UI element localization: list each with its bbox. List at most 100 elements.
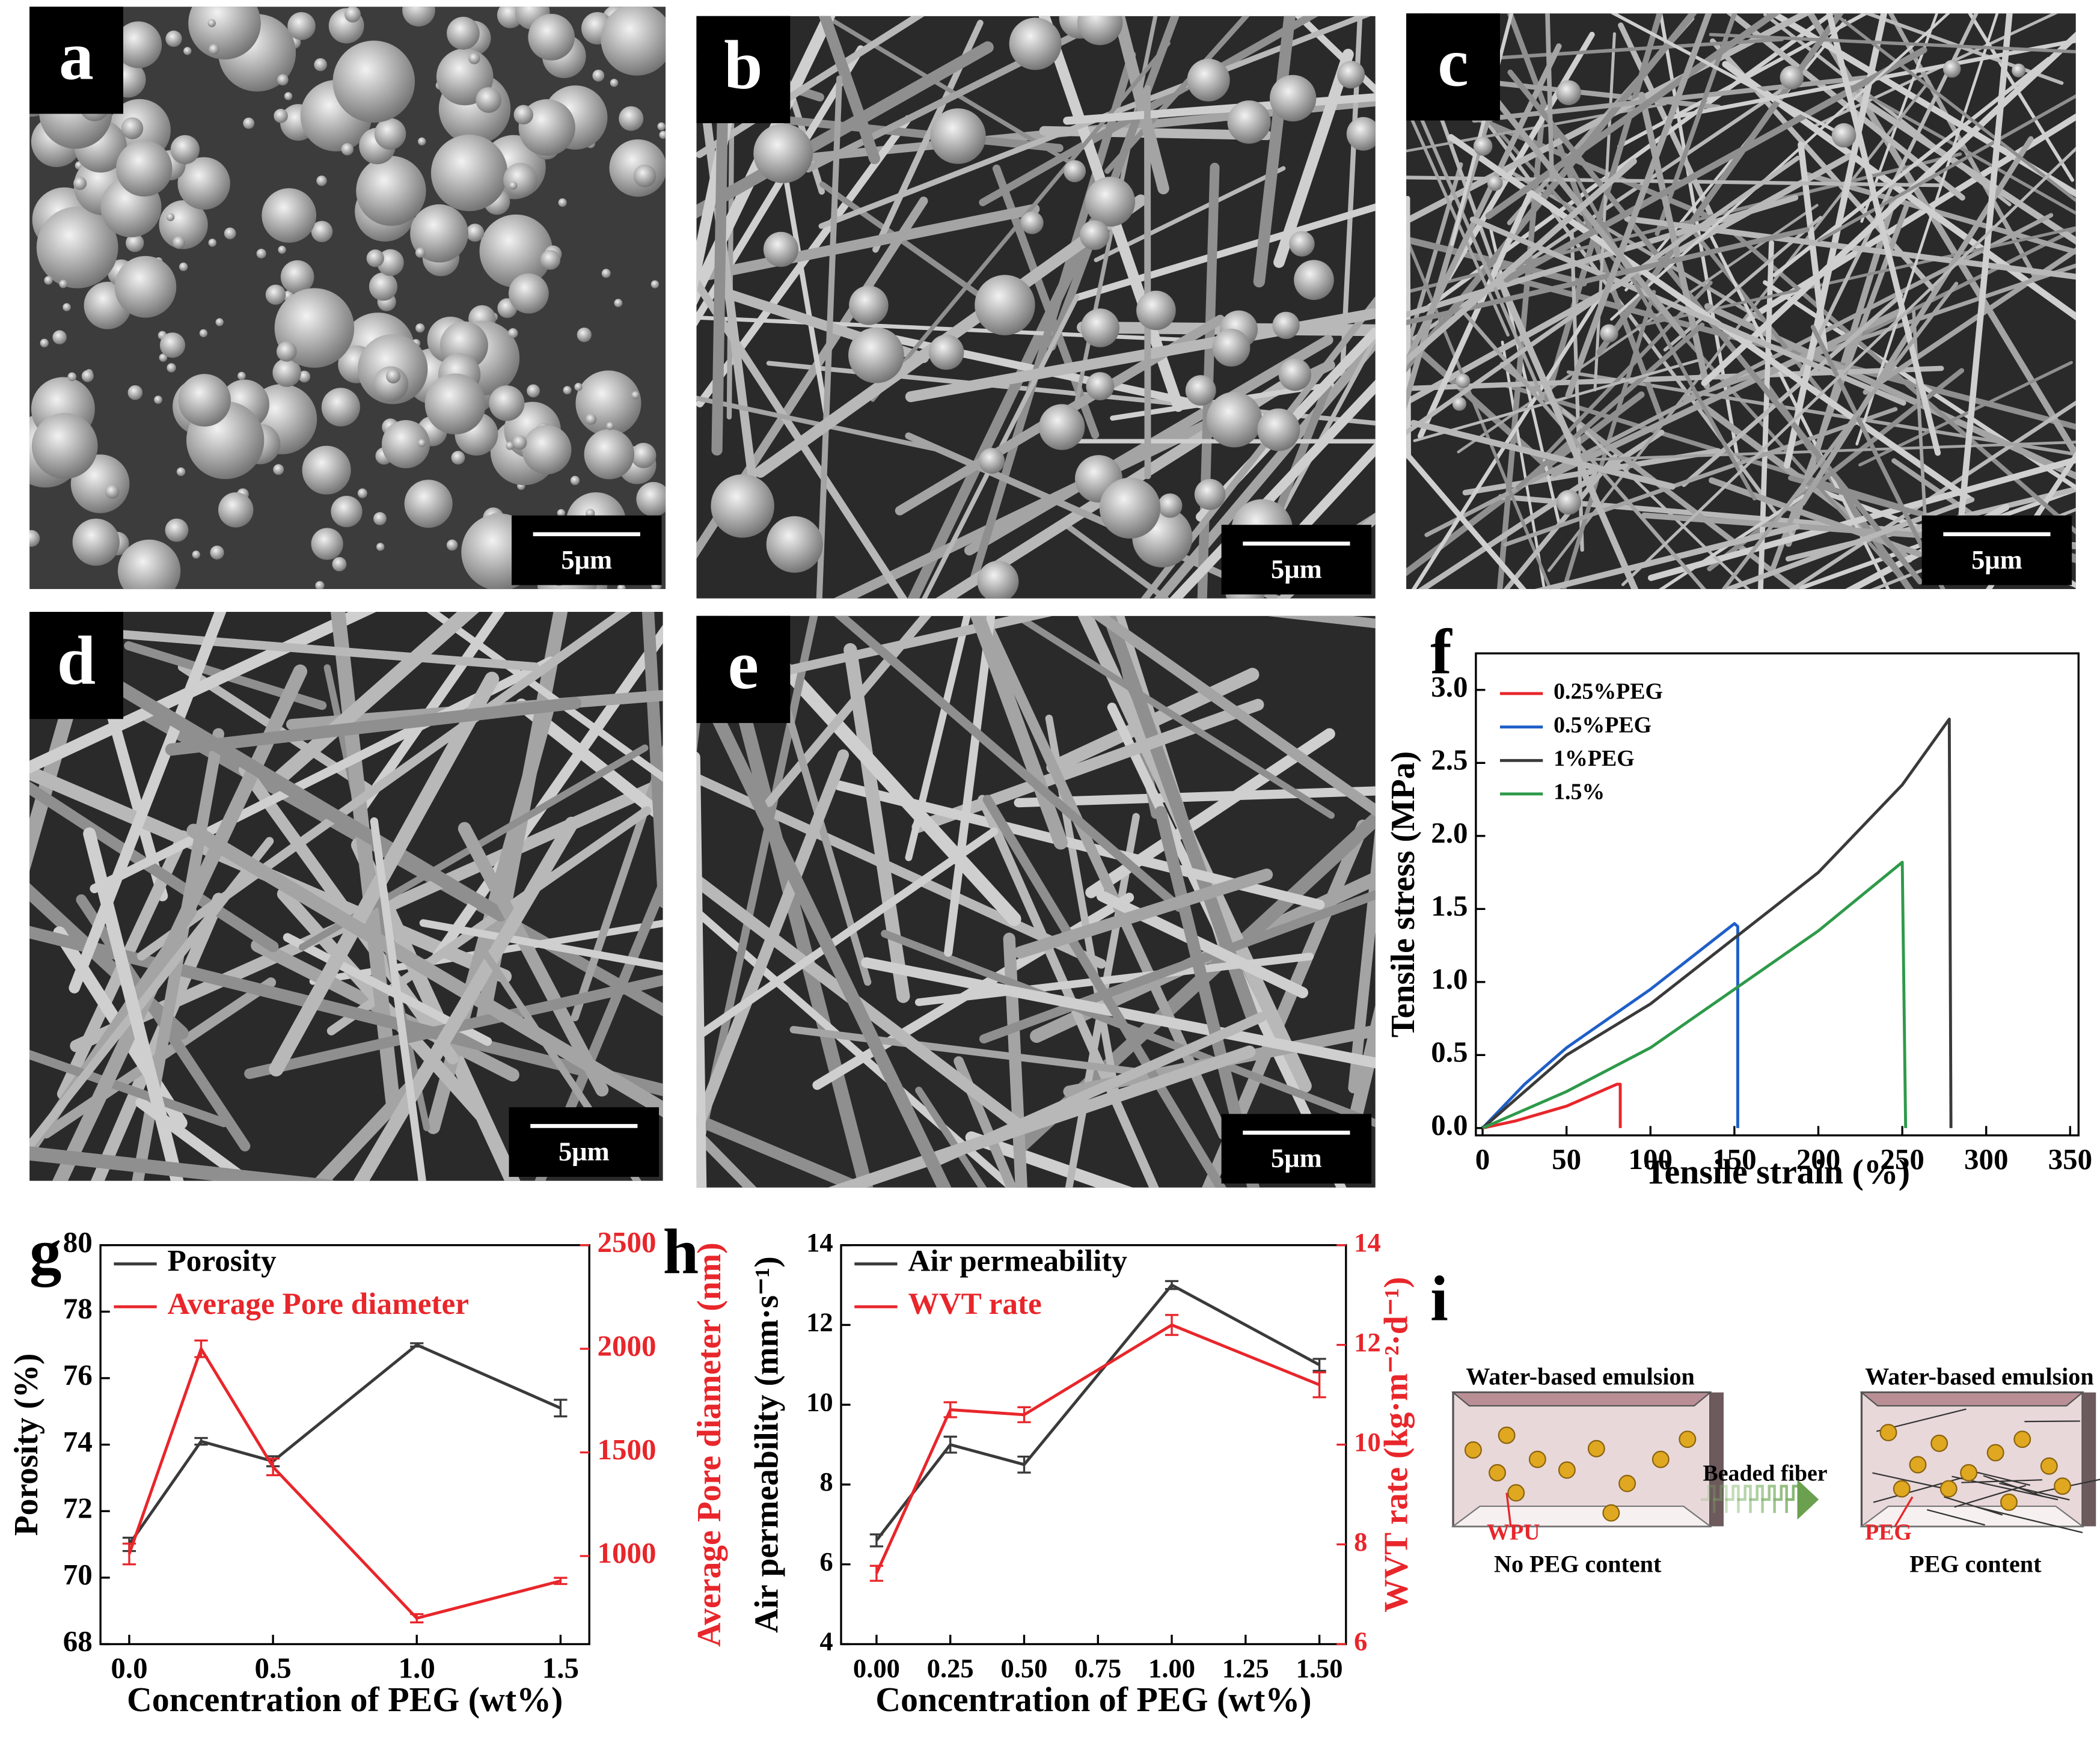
bead <box>274 109 288 123</box>
error-bar <box>410 1342 424 1348</box>
y2-tick-label: 1000 <box>598 1536 657 1569</box>
fiber <box>244 974 663 1079</box>
fiber <box>970 615 1068 850</box>
fiber <box>1503 407 1898 547</box>
bead <box>311 528 343 560</box>
fiber <box>1721 281 1959 590</box>
bead <box>332 557 347 572</box>
marker-label: PEG <box>1865 1520 1912 1545</box>
fiber <box>1406 176 1942 188</box>
fiber <box>641 612 663 908</box>
error-bar <box>410 1613 424 1623</box>
bead <box>224 227 236 240</box>
fiber <box>1418 429 1665 590</box>
x-tick-label: 0.5 <box>254 1651 291 1684</box>
y-tick-label: 70 <box>63 1558 93 1591</box>
fiber <box>1450 13 1514 246</box>
fiber <box>29 612 376 774</box>
y2-tick-label: 6 <box>1354 1626 1367 1656</box>
fiber <box>1664 38 2076 121</box>
fiber-strand <box>1944 1496 2003 1516</box>
bead <box>215 318 224 326</box>
fiber <box>1986 451 2076 590</box>
bead <box>1456 373 1471 388</box>
bead <box>1487 175 1503 191</box>
bead <box>1289 231 1315 257</box>
x-tick-label: 200 <box>1796 1143 1841 1176</box>
x-tick-label: 1.25 <box>1222 1653 1269 1683</box>
arrow-segment <box>1737 1485 1752 1513</box>
panel-label: c <box>1437 24 1468 101</box>
bead <box>121 117 144 139</box>
x-tick-label: 0.75 <box>1074 1653 1121 1683</box>
bead <box>81 370 94 382</box>
fiber <box>727 615 1021 926</box>
bead <box>404 480 453 528</box>
bead <box>1556 80 1581 105</box>
bead <box>1337 61 1365 89</box>
error-bar <box>194 1436 208 1446</box>
diagram-caption: PEG content <box>1909 1551 2042 1578</box>
pointer <box>1894 1496 1914 1527</box>
bead <box>356 156 426 226</box>
bead <box>617 584 626 590</box>
fiber <box>1855 13 1999 446</box>
fiber <box>1621 147 2076 587</box>
diagram-caption: No PEG content <box>1494 1551 1662 1578</box>
bead <box>636 481 666 517</box>
fiber <box>100 628 539 671</box>
bead <box>277 74 289 86</box>
y-tick-label: 1.5 <box>1431 890 1468 923</box>
series-line <box>1481 922 1739 1129</box>
fiber <box>1593 32 1616 392</box>
peg-bead <box>1879 1424 1897 1442</box>
bead <box>170 135 200 165</box>
error-bar <box>1165 1314 1179 1336</box>
bead <box>243 117 255 129</box>
bead <box>63 303 71 311</box>
bead <box>177 157 230 210</box>
fiber <box>905 615 971 861</box>
fiber <box>911 698 1264 833</box>
bead <box>373 511 387 525</box>
bead <box>316 176 327 186</box>
bead <box>115 21 162 69</box>
bead <box>631 442 657 468</box>
bead <box>302 445 351 495</box>
bead <box>280 260 314 294</box>
bead <box>1780 66 1804 90</box>
bead <box>385 368 401 383</box>
bead <box>619 106 644 131</box>
panel-label: a <box>59 17 94 94</box>
fiber <box>819 182 993 305</box>
bead <box>614 299 623 308</box>
fiber <box>1406 233 1552 590</box>
fiber <box>353 816 579 1181</box>
peg-bead <box>1939 1480 1958 1498</box>
panel-label: e <box>728 627 759 704</box>
bead <box>509 181 518 190</box>
bead <box>849 285 889 325</box>
bead <box>1039 404 1085 450</box>
x-tick-label: 0.25 <box>927 1653 974 1683</box>
bead <box>1227 100 1271 144</box>
bead <box>272 358 301 387</box>
fiber <box>458 822 609 1097</box>
arrow-segment <box>1701 1485 1716 1513</box>
x-tick-label: 50 <box>1552 1143 1581 1176</box>
tank-side <box>2082 1392 2096 1527</box>
fiber <box>696 197 928 559</box>
tank-side <box>1710 1392 1724 1527</box>
fiber <box>1406 227 1810 326</box>
bead <box>711 474 774 538</box>
wpu-particle <box>1507 1484 1525 1502</box>
y2-axis-title: WVT rate (kg·m⁻²·d⁻¹) <box>1378 1277 1415 1612</box>
bead <box>332 40 415 123</box>
y2-tick-label: 14 <box>1354 1227 1381 1257</box>
bead <box>237 371 246 380</box>
bead <box>1157 493 1183 518</box>
fiber <box>29 781 279 953</box>
bead <box>418 137 426 146</box>
fiber <box>982 795 1226 1188</box>
error-bar <box>122 1542 136 1566</box>
